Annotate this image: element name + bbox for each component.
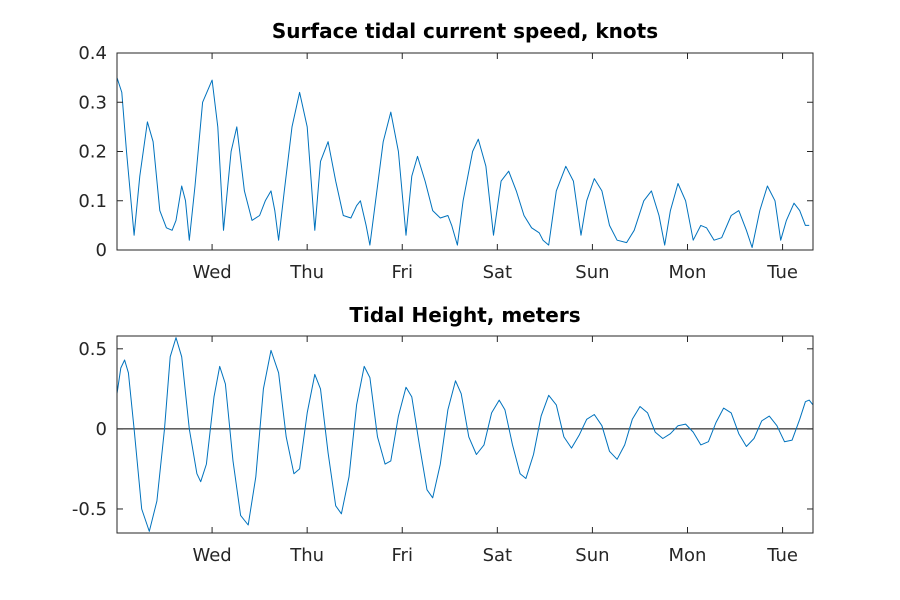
current-speed-series-line (116, 77, 810, 248)
current-speed-x-tick-label: Mon (669, 262, 707, 283)
current-speed-x-tick-label: Tue (766, 262, 798, 283)
tidal-height-x-tick-label: Wed (192, 545, 231, 566)
current-speed-x-tick-label: Thu (289, 262, 324, 283)
tidal-height-series-line (116, 337, 814, 532)
current-speed-x-tick-label: Sun (575, 262, 609, 283)
current-speed-x-tick-label: Sat (483, 262, 513, 283)
current-speed-y-tick-label: 0.2 (78, 142, 107, 163)
tidal-height-y-tick-label: -0.5 (72, 499, 107, 520)
tidal-height-plot-area: Wed Thu Fri Sat Sun Mon Tue -0.5 0 0.5 (72, 335, 814, 566)
current-speed-title: Surface tidal current speed, knots (272, 19, 658, 43)
tidal-height-x-tick-label: Thu (289, 545, 324, 566)
tidal-height-y-tick-label: 0.5 (78, 339, 107, 360)
current-speed-plot-area: Wed Thu Fri Sat Sun Mon Tue 0 0.1 0.2 0.3 0.4 (78, 43, 814, 283)
current-speed-y-tick-label: 0.3 (78, 92, 107, 113)
tidal-height-x-tick-label: Sat (483, 545, 513, 566)
current-speed-y-tick-label: 0.1 (78, 191, 107, 212)
tidal-height-x-tick-label: Tue (766, 545, 798, 566)
tidal-height-x-tick-label: Fri (392, 545, 413, 566)
current-speed-x-tick-label: Fri (392, 262, 413, 283)
tidal-height-title: Tidal Height, meters (349, 303, 580, 327)
tidal-height-panel: Tidal Height, meters Wed Thu Fri Sat Sun Mon T… (72, 303, 814, 566)
current-speed-y-tick-label: 0.4 (78, 43, 107, 64)
tidal-height-x-tick-label: Sun (575, 545, 609, 566)
tidal-height-y-tick-label: 0 (96, 419, 107, 440)
current-speed-y-tick-label: 0 (96, 240, 107, 261)
current-speed-x-tick-label: Wed (192, 262, 231, 283)
tidal-height-x-tick-label: Mon (669, 545, 707, 566)
current-speed-axes-box (116, 52, 814, 251)
tidal-height-axes-box (116, 335, 814, 534)
current-speed-panel: Surface tidal current speed, knots Wed Th… (78, 19, 814, 283)
